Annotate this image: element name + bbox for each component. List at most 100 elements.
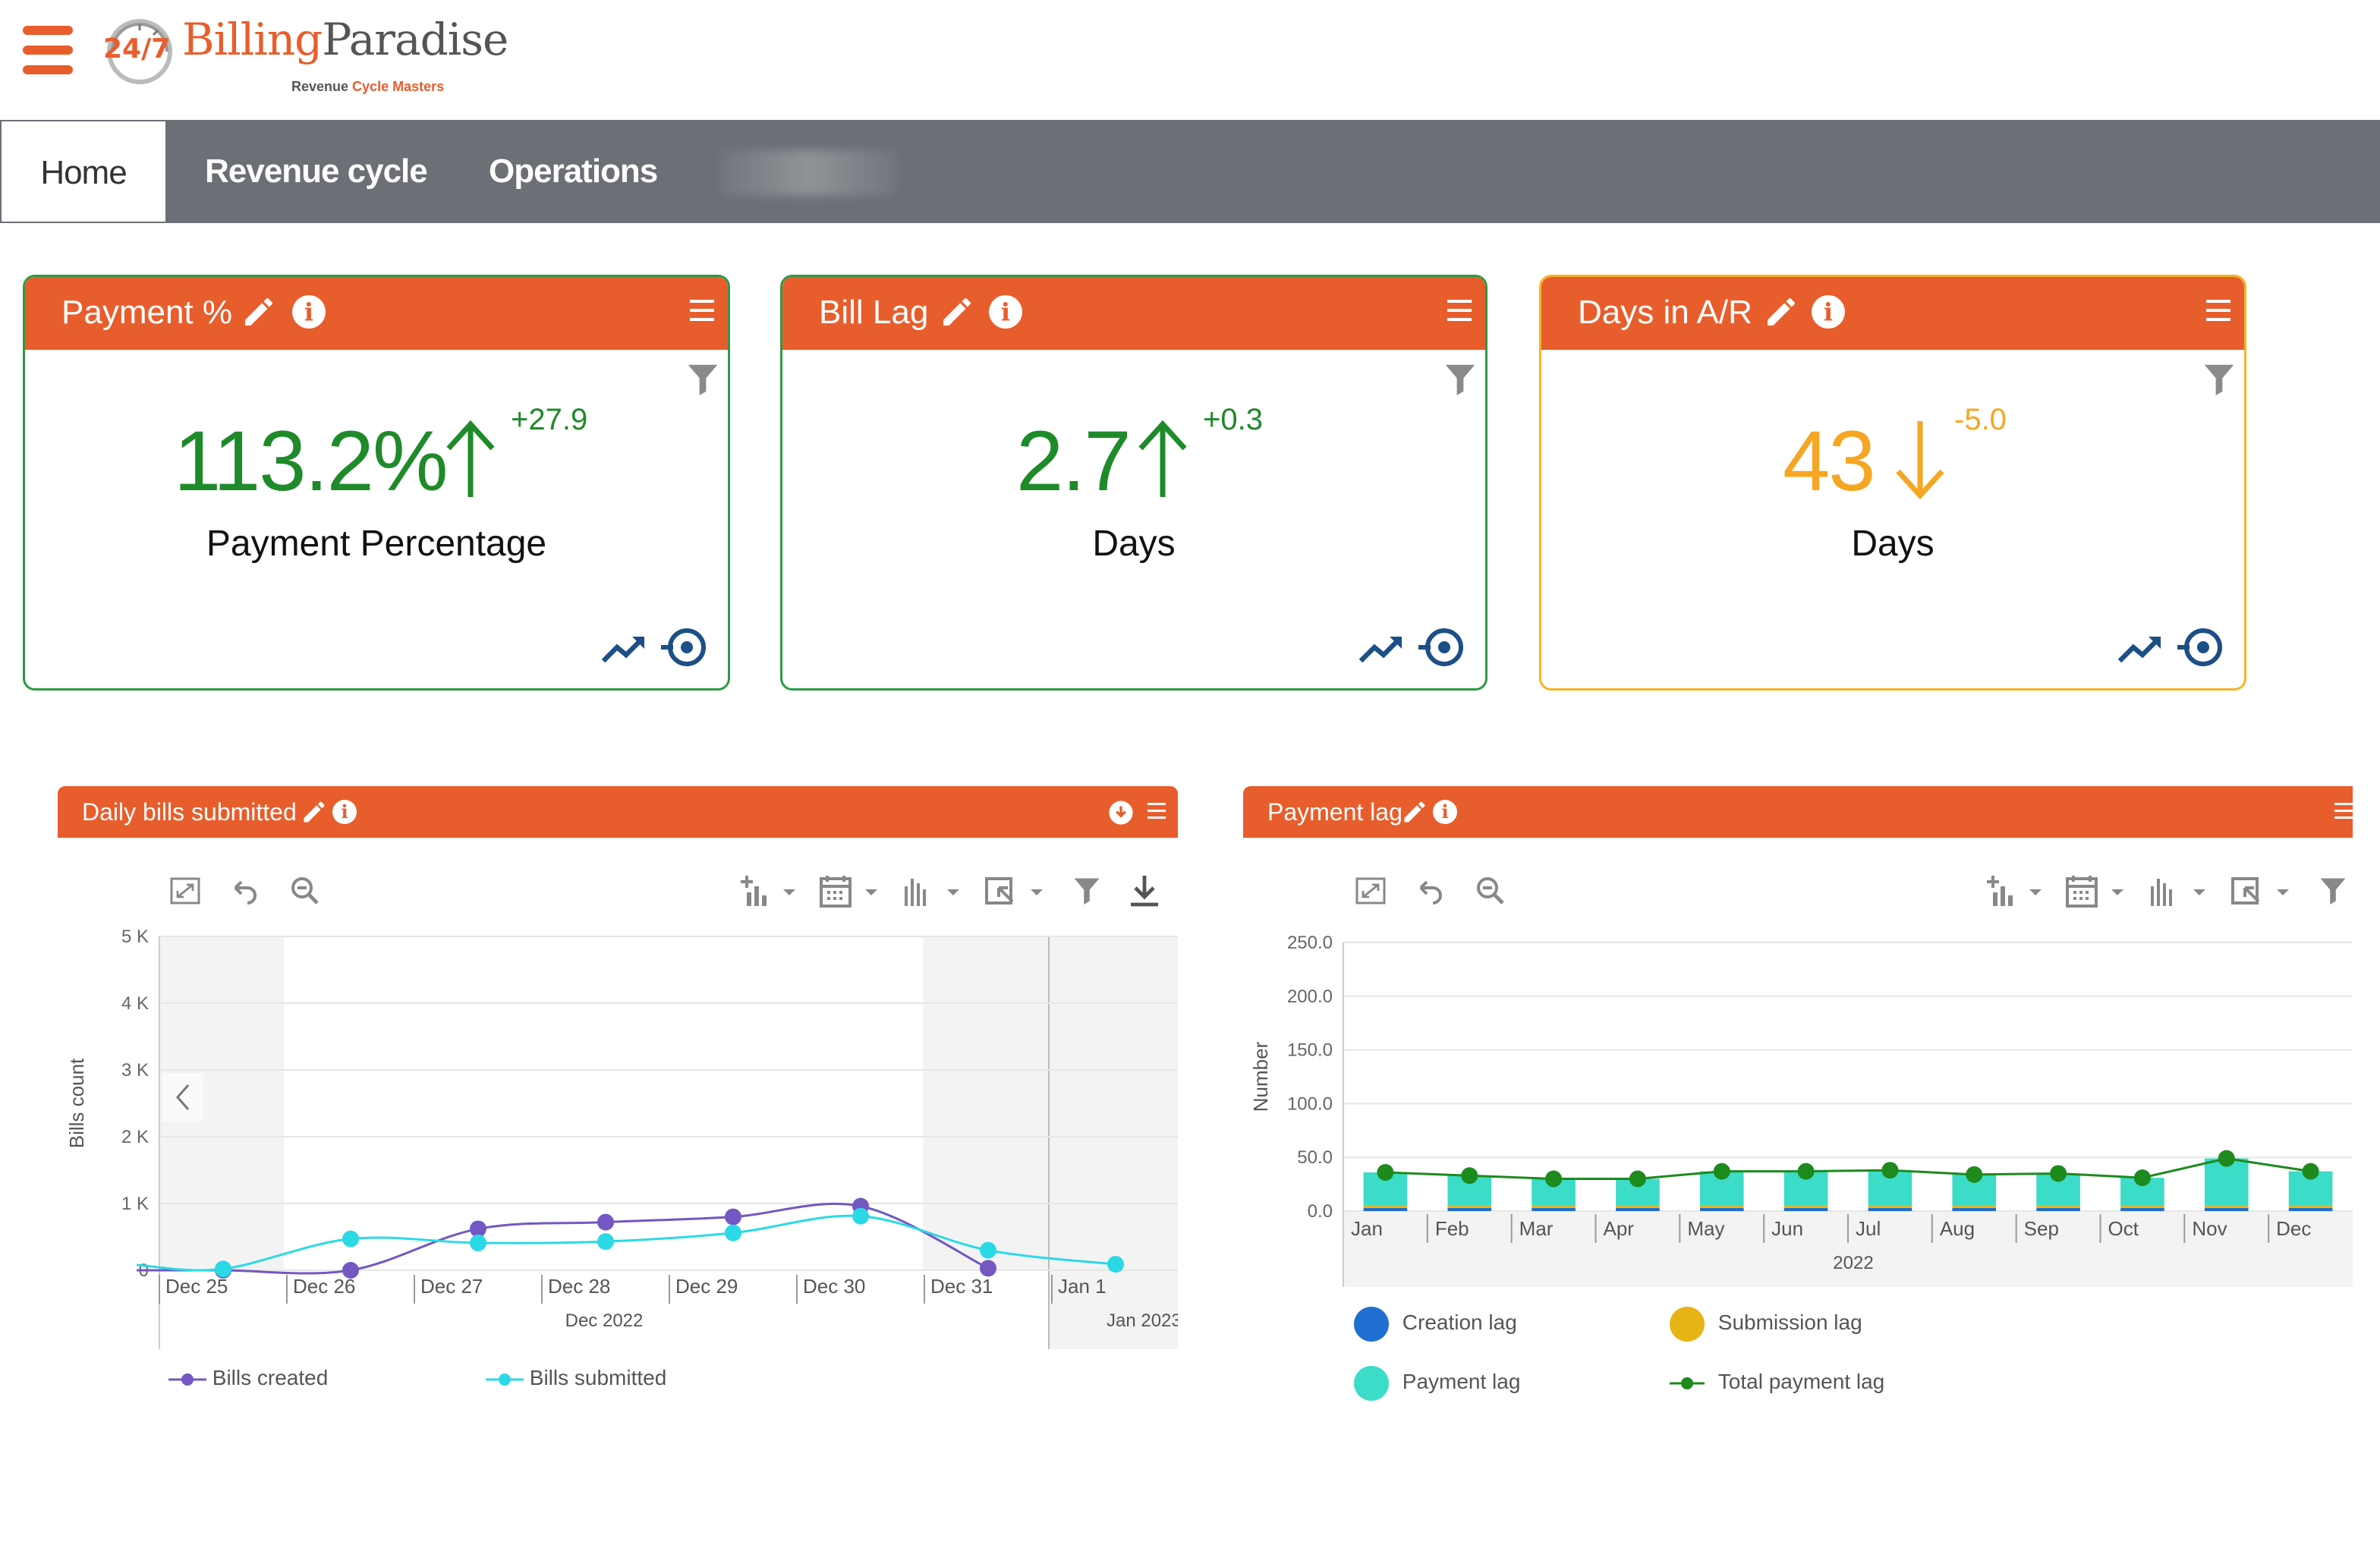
filter-icon[interactable] (1444, 362, 1476, 397)
trend-icon[interactable] (2117, 632, 2165, 665)
bar-creation-lag (1783, 1207, 1828, 1211)
zoom-out-icon[interactable] (290, 876, 320, 906)
add-series-dropdown-icon[interactable] (741, 874, 798, 908)
data-point (1461, 1167, 1478, 1185)
select-dropdown-icon[interactable] (2231, 874, 2292, 908)
edit-pencil-icon[interactable] (939, 294, 975, 330)
download-circle-icon[interactable] (1108, 800, 1134, 826)
data-point (2133, 1169, 2151, 1187)
panel-title: Daily bills submitted (82, 798, 297, 826)
legend-total-payment-lag[interactable]: Total payment lag (1670, 1363, 1884, 1401)
series-line-bills-created (137, 1202, 989, 1275)
data-point (597, 1233, 614, 1251)
expand-icon[interactable] (170, 877, 200, 905)
kpi-header: Payment % i (25, 277, 728, 350)
filter-icon[interactable] (1073, 876, 1100, 906)
expand-icon[interactable] (1355, 877, 1386, 905)
legend-bills-created[interactable]: Bills created (168, 1366, 328, 1390)
logo: 24/7 (94, 11, 474, 102)
y-tick-label: 3 K (121, 1060, 149, 1081)
data-point (2218, 1150, 2235, 1167)
bar-creation-lag (1699, 1207, 1744, 1211)
data-point (2050, 1165, 2067, 1182)
y-tick-label: 200.0 (1287, 986, 1333, 1007)
bar-submission-lag (2288, 1205, 2333, 1208)
data-point (725, 1224, 741, 1241)
payment-lag-chart[interactable]: 0.0 50.0 100.0 150.0 200.0 250.0 Number Jan Feb M… (1243, 911, 2353, 1305)
bar-creation-lag (1363, 1207, 1408, 1211)
bar-creation-lag (2204, 1207, 2249, 1211)
y-tick-label: 4 K (121, 993, 149, 1014)
info-icon[interactable]: i (292, 295, 326, 329)
tab-revenue-cycle[interactable]: Revenue cycle (205, 153, 428, 190)
chevron-left-icon (176, 1084, 190, 1110)
info-icon[interactable]: i (1812, 295, 1845, 329)
data-point (470, 1220, 486, 1238)
x-tick-label: Jun (1771, 1217, 1803, 1240)
x-group-label: Dec 2022 (565, 1310, 644, 1331)
x-group-label: Jan 2023 (1107, 1310, 1178, 1331)
filter-icon[interactable] (2319, 876, 2347, 906)
info-icon[interactable]: i (332, 800, 357, 824)
undo-icon[interactable] (229, 877, 260, 905)
x-tick-label: Dec 25 (165, 1275, 228, 1298)
add-series-dropdown-icon[interactable] (1987, 874, 2045, 908)
legend-bills-submitted[interactable]: Bills submitted (486, 1366, 666, 1390)
select-dropdown-icon[interactable] (985, 874, 1046, 908)
trend-icon[interactable] (1358, 632, 1406, 665)
edit-pencil-icon[interactable] (1763, 294, 1799, 330)
x-tick-label: Dec 28 (548, 1275, 610, 1298)
card-menu-icon[interactable] (690, 300, 714, 322)
info-icon[interactable]: i (989, 295, 1022, 329)
target-icon[interactable] (1418, 623, 1467, 672)
bar-submission-lag (1447, 1205, 1492, 1208)
tab-operations[interactable]: Operations (489, 153, 658, 190)
edit-pencil-icon[interactable] (241, 294, 277, 330)
info-icon[interactable]: i (1433, 800, 1457, 824)
target-icon[interactable] (2177, 623, 2226, 672)
calendar-dropdown-icon[interactable] (2066, 874, 2127, 908)
daily-bills-header: Daily bills submitted i (58, 786, 1178, 838)
data-point (342, 1262, 359, 1279)
filter-icon[interactable] (2203, 362, 2235, 397)
data-point (1107, 1256, 1124, 1273)
zoom-out-icon[interactable] (1475, 876, 1506, 906)
card-menu-icon[interactable] (2206, 300, 2230, 322)
chart-type-dropdown-icon[interactable] (2148, 874, 2208, 908)
arrow-down-icon (1896, 421, 1944, 500)
undo-icon[interactable] (1415, 877, 1445, 905)
logo-clock-icon (107, 19, 172, 84)
main-menu-icon[interactable] (23, 26, 73, 74)
weekend-band (923, 936, 1178, 1270)
calendar-dropdown-icon[interactable] (820, 874, 880, 908)
card-menu-icon[interactable] (1447, 300, 1472, 322)
legend-payment-lag[interactable]: Payment lag (1354, 1363, 1520, 1401)
target-icon[interactable] (661, 623, 710, 672)
edit-pencil-icon[interactable] (301, 798, 328, 826)
tab-home[interactable]: Home (0, 120, 167, 223)
x-tick-label: Mar (1519, 1217, 1554, 1240)
kpi-header: Bill Lag i (782, 277, 1485, 350)
tab-obscured[interactable] (721, 150, 896, 196)
bar-creation-lag (2036, 1207, 2080, 1211)
edit-pencil-icon[interactable] (1401, 798, 1428, 826)
x-tick-label: Jul (1856, 1217, 1881, 1240)
kpi-card-payment: Payment % i 113.2% +27.9 Payment Percent… (23, 275, 730, 691)
panel-menu-icon[interactable] (2334, 803, 2353, 826)
download-icon[interactable] (1129, 874, 1160, 908)
legend-swatch (1354, 1365, 1389, 1401)
chart-type-dropdown-icon[interactable] (902, 874, 962, 908)
legend-creation-lag[interactable]: Creation lag (1354, 1304, 1517, 1342)
filter-icon[interactable] (687, 362, 719, 397)
legend-submission-lag[interactable]: Submission lag (1670, 1304, 1862, 1342)
trend-icon[interactable] (600, 632, 649, 665)
panel-menu-icon[interactable] (1148, 803, 1166, 826)
bar-creation-lag (1616, 1207, 1660, 1211)
y-tick-label: 150.0 (1287, 1040, 1333, 1061)
weekend-band (1049, 1270, 1178, 1349)
legend-label: Bills submitted (529, 1366, 667, 1389)
data-point (215, 1260, 231, 1278)
kpi-card-bill-lag: Bill Lag i 2.7 +0.3 Days (780, 275, 1488, 691)
bar-creation-lag (1532, 1207, 1576, 1211)
